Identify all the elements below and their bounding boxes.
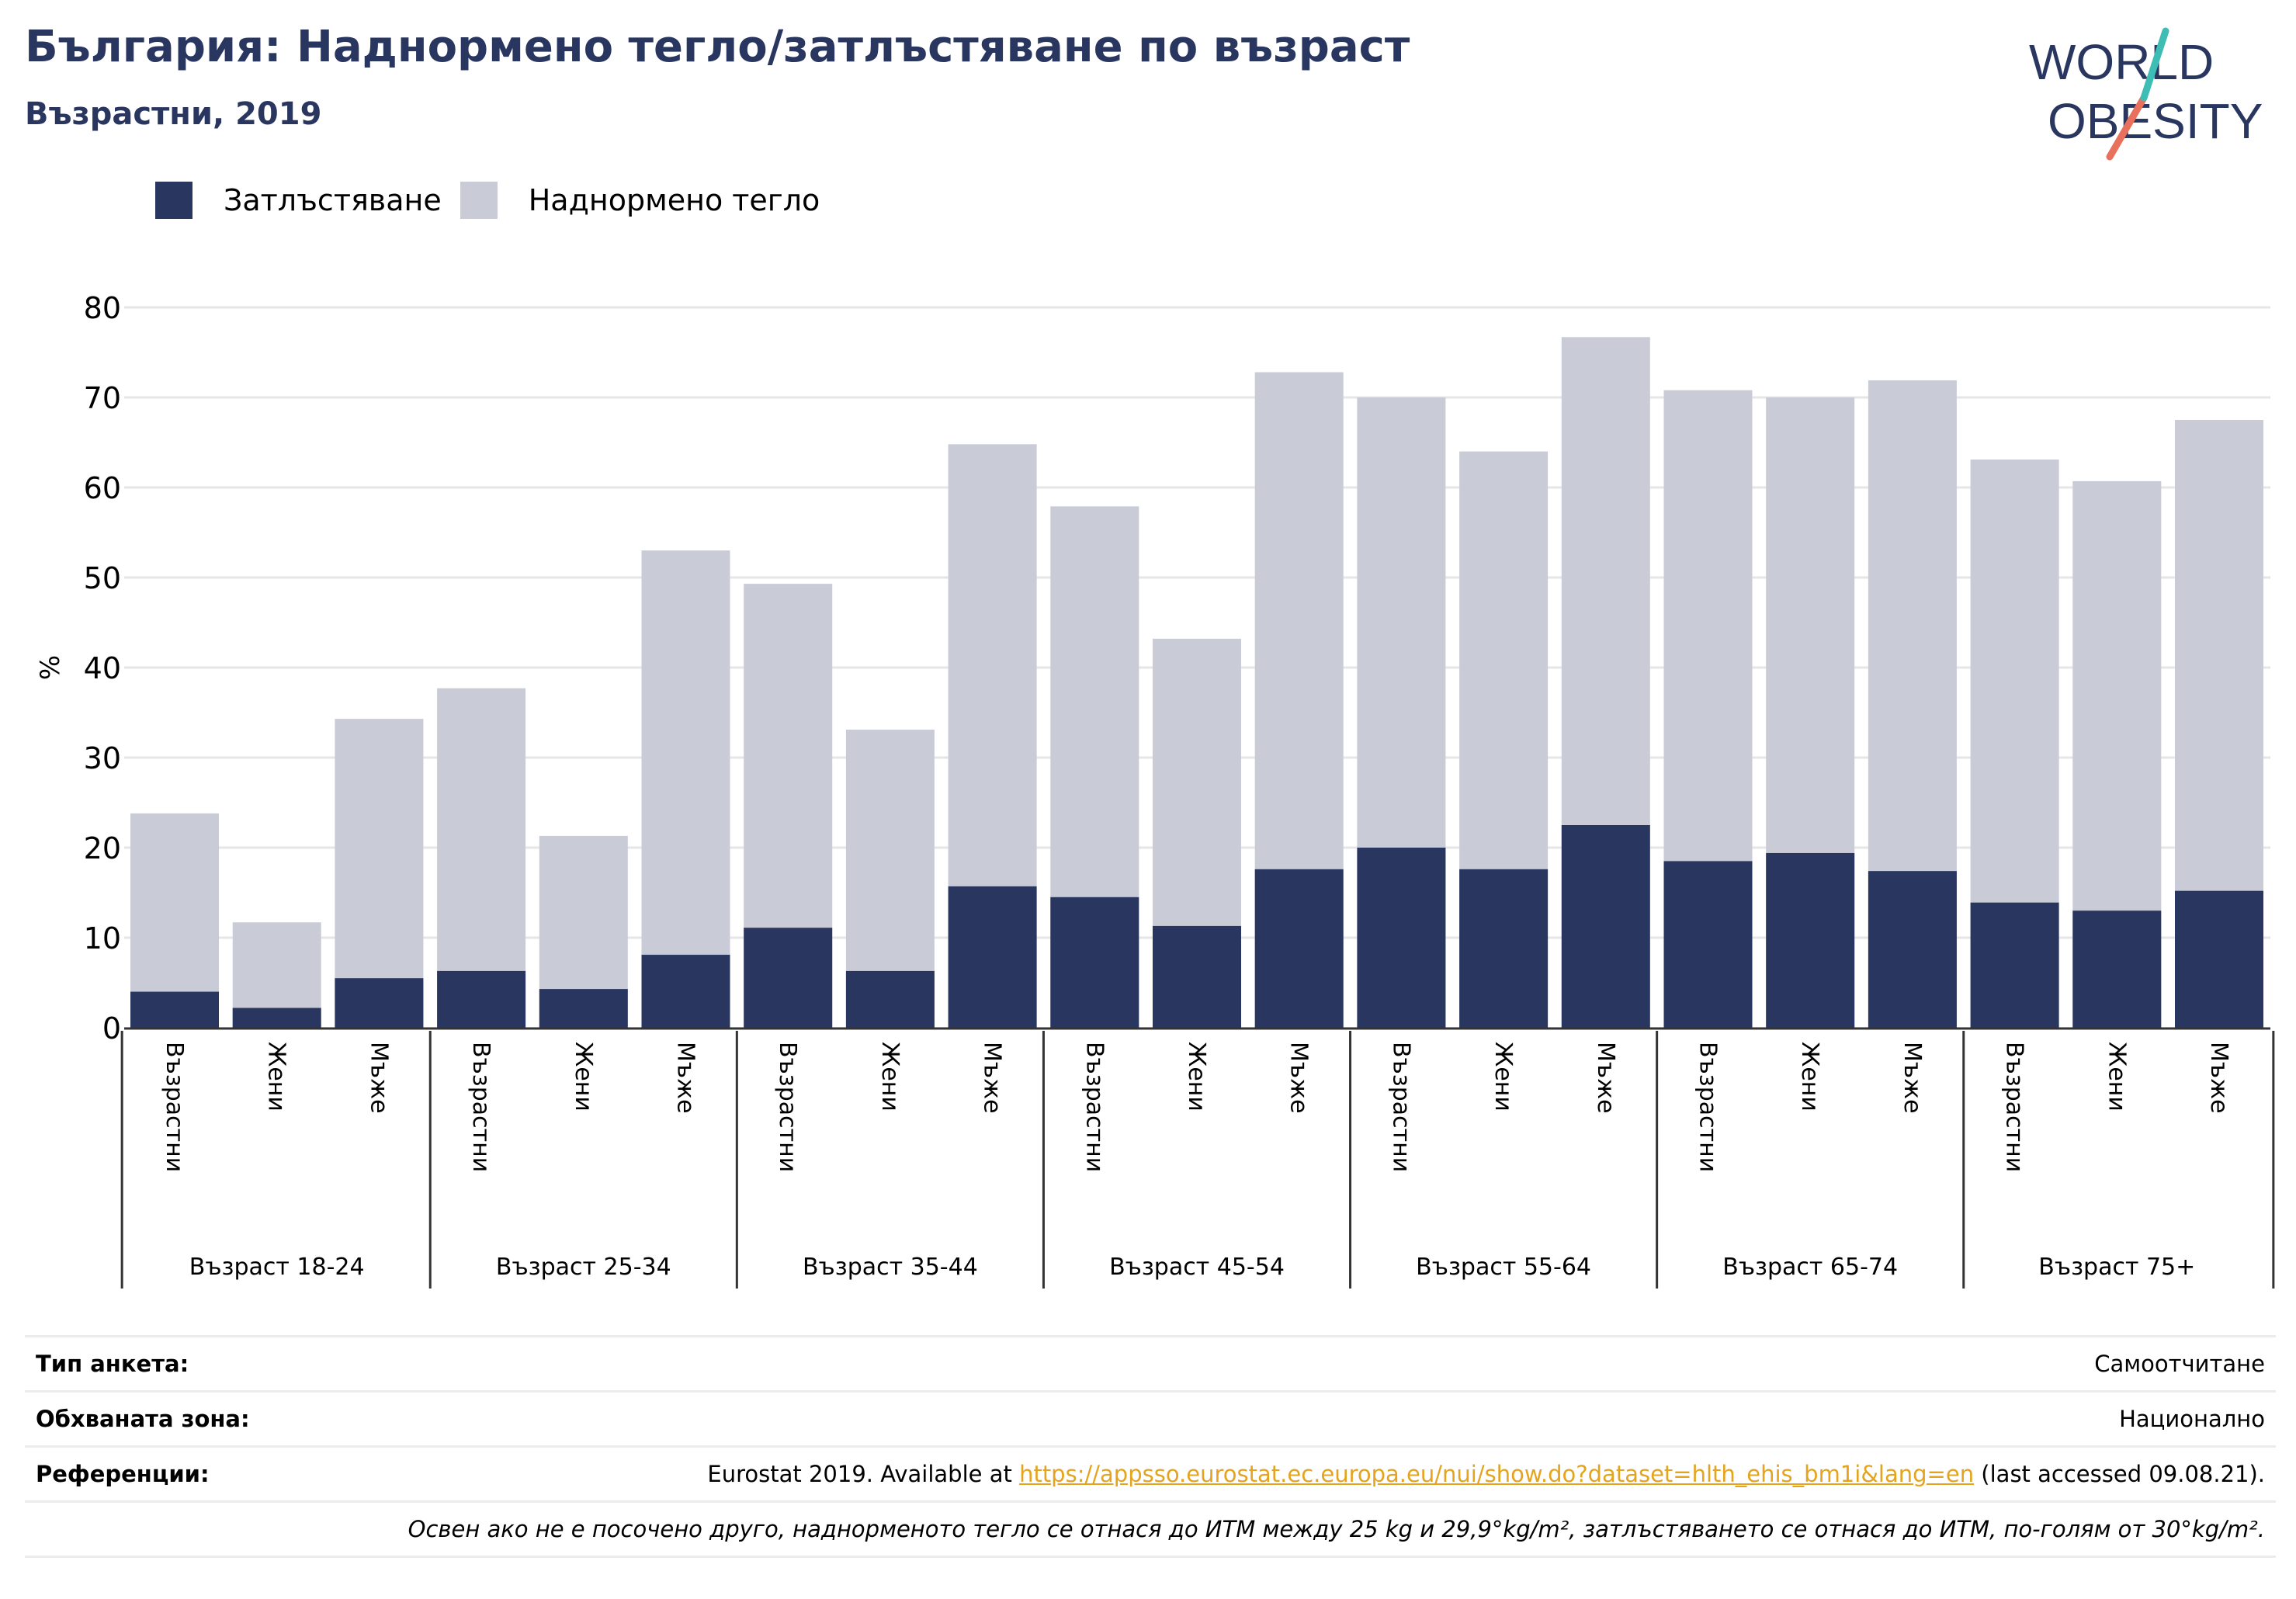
references-prefix: Eurostat 2019. Available at — [707, 1461, 1020, 1487]
bar-obesity — [2175, 890, 2263, 1028]
logo-slash-upper — [2140, 27, 2169, 102]
chart-subtitle: Възрастни, 2019 — [25, 96, 322, 132]
x-tick-label: Мъже — [979, 1042, 1006, 1114]
x-tick-label: Възрастни — [1694, 1042, 1722, 1172]
bar-obesity — [539, 989, 628, 1028]
logo-text-obesity: OBESITY — [2048, 93, 2263, 149]
legend: Затлъстяване Наднормено тегло — [155, 177, 838, 224]
x-tick-label: Мъже — [1899, 1042, 1926, 1114]
bar-overweight — [335, 719, 424, 1028]
y-axis-label: % — [35, 655, 66, 680]
x-tick-label: Жени — [876, 1042, 903, 1112]
logo-text-world: WORLD — [2029, 34, 2214, 90]
logo-slash-lower — [2106, 94, 2148, 161]
bar-obesity — [232, 1008, 321, 1028]
x-tick-label: Възрастни — [1080, 1042, 1108, 1172]
world-obesity-logo: WORLD OBESITY — [2029, 27, 2263, 161]
x-tick-label: Възрастни — [1387, 1042, 1414, 1172]
x-tick-label: Възрастни — [467, 1042, 494, 1172]
group-label: Възраст 35-44 — [803, 1254, 978, 1281]
legend-item-obesity: Затлъстяване — [155, 182, 442, 219]
y-tick-label: 60 — [84, 471, 121, 505]
bar-chart: 0 10 20 30 40 50 60 70 80% Възрастни Жени Мъже Възра… — [35, 291, 2275, 1289]
bar-obesity — [1970, 902, 2059, 1028]
bar-obesity — [1357, 848, 1446, 1028]
bar-obesity — [335, 978, 424, 1028]
chart-title: България: Наднормено тегло/затлъстяване … — [25, 22, 1410, 72]
survey-type-label: Тип анкета: — [36, 1351, 189, 1377]
references-value: Eurostat 2019. Available at https://apps… — [707, 1461, 2265, 1487]
x-tick-label: Мъже — [1285, 1042, 1313, 1114]
references-label: Референции: — [36, 1461, 210, 1487]
bar-obesity — [130, 991, 219, 1028]
y-tick-label: 10 — [84, 921, 121, 956]
y-tick-label: 20 — [84, 831, 121, 865]
y-tick-label: 70 — [84, 381, 121, 415]
y-tick-label: 80 — [84, 291, 121, 325]
x-tick-label: Жени — [1183, 1042, 1210, 1112]
y-tick-label: 50 — [84, 561, 121, 595]
bar-obesity — [641, 955, 730, 1028]
references-link[interactable]: https://appsso.eurostat.ec.europa.eu/nui… — [1019, 1461, 1975, 1487]
bar-obesity — [744, 928, 833, 1028]
y-tick-label: 40 — [84, 651, 121, 685]
group-label: Възраст 45-54 — [1109, 1254, 1285, 1281]
survey-type-value: Самоотчитане — [2094, 1351, 2265, 1377]
x-tick-label: Мъже — [1592, 1042, 1619, 1114]
bar-obesity — [437, 970, 526, 1028]
info-footer: Тип анкета: Самоотчитане Обхваната зона:… — [25, 1335, 2276, 1558]
bar-obesity — [1459, 869, 1549, 1028]
legend-label-obesity: Затлъстяване — [224, 183, 442, 217]
x-tick-label: Жени — [2103, 1042, 2130, 1112]
y-tick-label: 30 — [84, 741, 121, 775]
footer-row-survey-type: Тип анкета: Самоотчитане — [25, 1335, 2276, 1390]
y-tick-label: 0 — [102, 1011, 121, 1046]
group-label: Възраст 55-64 — [1416, 1254, 1591, 1281]
legend-swatch-overweight — [460, 182, 498, 219]
bar-obesity — [1663, 861, 1753, 1028]
references-suffix: (last accessed 09.08.21). — [1974, 1461, 2265, 1487]
bar-obesity — [1254, 869, 1344, 1028]
bar-obesity — [1153, 925, 1241, 1028]
legend-label-overweight: Наднормено тегло — [528, 183, 820, 217]
legend-swatch-obesity — [155, 182, 192, 219]
coverage-label: Обхваната зона: — [36, 1406, 250, 1432]
bar-obesity — [845, 970, 935, 1028]
x-tick-label: Възрастни — [2001, 1042, 2028, 1172]
x-tick-label: Жени — [570, 1042, 597, 1112]
bar-overweight — [641, 550, 730, 1028]
x-tick-label: Мъже — [672, 1042, 699, 1114]
x-tick-label: Жени — [1490, 1042, 1517, 1112]
footer-row-note: Освен ако не е посочено друго, наднормен… — [25, 1500, 2276, 1558]
x-tick-label: Жени — [1796, 1042, 1823, 1112]
definition-note: Освен ако не е посочено друго, наднормен… — [408, 1516, 2265, 1542]
x-tick-label: Мъже — [365, 1042, 392, 1114]
x-tick-label: Възрастни — [774, 1042, 801, 1172]
x-tick-label: Жени — [263, 1042, 290, 1112]
bar-obesity — [1766, 852, 1855, 1028]
coverage-value: Национално — [2119, 1406, 2265, 1432]
footer-row-coverage: Обхваната зона: Национално — [25, 1390, 2276, 1445]
group-label: Възраст 65-74 — [1722, 1254, 1898, 1281]
x-tick-label: Възрастни — [161, 1042, 188, 1172]
x-tick-label: Мъже — [2205, 1042, 2232, 1114]
footer-row-references: Референции: Eurostat 2019. Available at … — [25, 1445, 2276, 1500]
bar-obesity — [2072, 910, 2162, 1028]
legend-item-overweight: Наднормено тегло — [460, 182, 820, 219]
group-label: Възраст 75+ — [2038, 1254, 2195, 1281]
bar-obesity — [948, 886, 1037, 1028]
group-label: Възраст 18-24 — [189, 1254, 365, 1281]
bar-obesity — [1050, 897, 1139, 1028]
bar-obesity — [1561, 825, 1650, 1028]
bar-obesity — [1868, 871, 1957, 1028]
group-label: Възраст 25-34 — [496, 1254, 671, 1281]
